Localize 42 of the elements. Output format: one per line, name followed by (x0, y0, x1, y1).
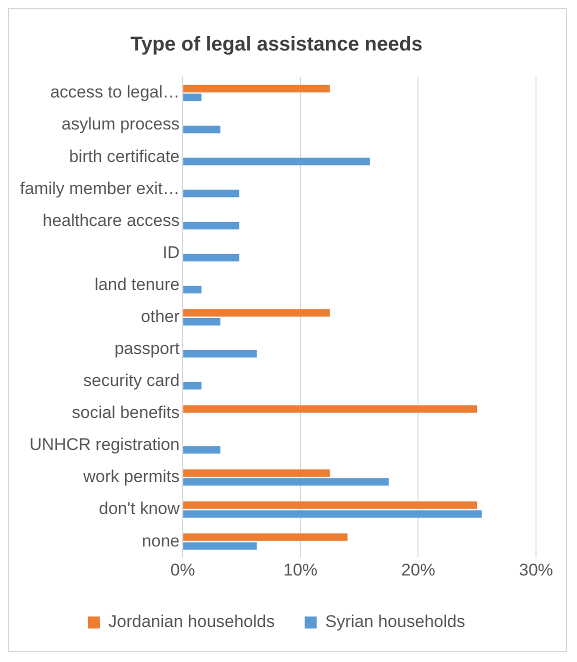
y-tick-label: passport (114, 339, 180, 358)
y-tick-label: family member exit… (20, 178, 180, 198)
bar (183, 126, 220, 134)
x-tick-label: 0% (170, 560, 195, 580)
bar (183, 350, 257, 358)
bar (183, 382, 202, 390)
legend-label: Syrian households (325, 612, 466, 632)
bar (183, 222, 240, 230)
bar (183, 510, 482, 518)
bar (183, 533, 348, 541)
y-tick-label: asylum process (62, 114, 180, 134)
y-tick-label: birth certificate (69, 146, 180, 166)
y-tick-label: security card (83, 371, 180, 390)
bar (183, 158, 370, 166)
y-tick-label: UNHCR registration (29, 435, 180, 454)
y-tick-label: access to legal… (50, 82, 180, 102)
y-tick-label: work permits (82, 467, 180, 486)
bar (183, 446, 220, 454)
y-tick-label: healthcare access (42, 210, 180, 230)
y-tick-label: none (142, 531, 180, 550)
x-tick-label: 20% (401, 560, 436, 580)
bar (183, 501, 478, 509)
y-tick-label: don't know (98, 499, 180, 518)
bar (183, 190, 240, 198)
bar (183, 478, 389, 486)
bar (183, 542, 257, 550)
chart-title: Type of legal assistance needs (130, 34, 422, 56)
bar (183, 286, 202, 294)
y-tick-label: ID (162, 242, 180, 262)
bar (183, 469, 330, 477)
x-tick-label: 30% (518, 560, 554, 580)
bar (183, 405, 478, 413)
bar (183, 309, 330, 317)
x-tick-label: 10% (283, 560, 318, 580)
bar (183, 94, 202, 102)
y-tick-label: land tenure (94, 274, 180, 294)
bar (183, 318, 220, 326)
y-tick-label: social benefits (72, 403, 180, 422)
y-tick-label: other (140, 306, 180, 326)
bar (183, 254, 240, 262)
legend-label: Jordanian households (108, 612, 275, 632)
bar (183, 84, 330, 92)
